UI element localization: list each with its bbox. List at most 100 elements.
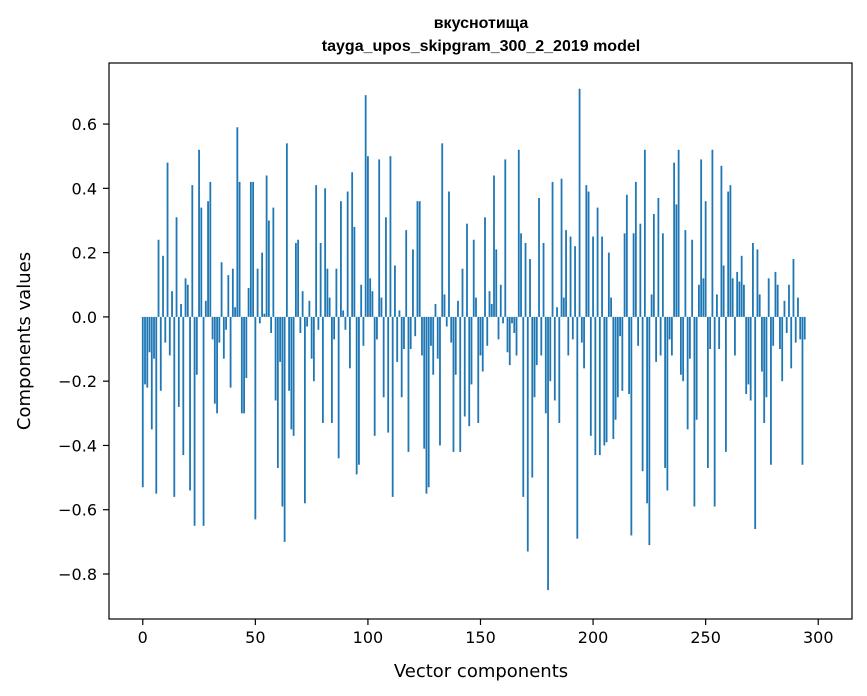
bar-186 xyxy=(560,178,563,317)
bar-47 xyxy=(247,287,250,317)
y-tick-label: 0.2 xyxy=(72,244,97,263)
bar-177 xyxy=(540,316,543,356)
bar-274 xyxy=(758,294,761,317)
bar-195 xyxy=(580,316,583,343)
x-axis-ticks: 0 50 100 150 200 250 300 xyxy=(138,619,834,647)
bar-76 xyxy=(312,316,315,382)
bar-171 xyxy=(526,316,529,552)
bar-101 xyxy=(369,278,372,317)
bar-67 xyxy=(292,316,295,436)
bar-226 xyxy=(650,294,653,317)
bar-92 xyxy=(349,316,351,369)
bar-248 xyxy=(700,159,703,317)
bar-29 xyxy=(207,201,209,317)
bar-46 xyxy=(245,316,248,378)
bar-31 xyxy=(211,316,214,340)
bar-160 xyxy=(502,316,504,324)
bar-233 xyxy=(666,316,669,491)
bar-151 xyxy=(481,316,484,372)
bar-210 xyxy=(614,316,617,420)
bar-200 xyxy=(592,236,594,317)
bar-62 xyxy=(281,316,284,507)
bar-1 xyxy=(144,316,146,385)
bar-251 xyxy=(707,316,709,468)
bar-98 xyxy=(362,316,365,346)
bar-9 xyxy=(162,255,164,317)
bar-118 xyxy=(407,316,410,452)
bar-173 xyxy=(531,316,534,478)
bar-156 xyxy=(493,175,495,317)
bar-224 xyxy=(646,316,649,504)
bar-167 xyxy=(517,149,520,317)
bar-43 xyxy=(238,181,241,317)
bar-103 xyxy=(373,316,376,436)
bar-201 xyxy=(594,316,597,456)
bar-21 xyxy=(189,316,191,491)
bar-253 xyxy=(711,149,714,317)
bar-185 xyxy=(558,316,561,423)
bar-264 xyxy=(736,271,739,317)
bar-197 xyxy=(585,185,588,317)
bar-49 xyxy=(252,181,254,317)
bar-278 xyxy=(767,278,770,317)
bar-128 xyxy=(430,316,432,346)
bar-172 xyxy=(529,259,531,317)
bar-265 xyxy=(738,281,741,317)
bar-203 xyxy=(598,316,601,456)
bar-95 xyxy=(355,316,358,475)
bar-53 xyxy=(261,252,263,317)
x-tick-label: 250 xyxy=(690,628,721,647)
bar-74 xyxy=(308,300,311,317)
bar-250 xyxy=(704,201,707,317)
bar-60 xyxy=(276,316,279,468)
bar-13 xyxy=(171,291,173,317)
bar-242 xyxy=(686,316,689,430)
bar-10 xyxy=(164,316,167,343)
bar-19 xyxy=(184,278,187,317)
bar-40 xyxy=(231,268,234,317)
bar-294 xyxy=(803,316,806,340)
x-axis-label: Vector components xyxy=(394,661,568,682)
bar-48 xyxy=(249,181,252,317)
bar-45 xyxy=(243,316,245,414)
bar-222 xyxy=(641,316,644,472)
bar-235 xyxy=(670,316,673,356)
bar-246 xyxy=(695,316,698,420)
bar-187 xyxy=(562,297,565,317)
bar-85 xyxy=(333,316,336,340)
bar-55 xyxy=(265,175,268,317)
bar-258 xyxy=(722,265,725,317)
bar-41 xyxy=(234,307,236,317)
bar-111 xyxy=(391,316,394,497)
bar-18 xyxy=(182,316,185,456)
bar-218 xyxy=(632,233,635,317)
bar-155 xyxy=(490,304,493,317)
bar-129 xyxy=(432,316,435,375)
bar-22 xyxy=(191,185,194,317)
bar-237 xyxy=(675,204,678,317)
y-axis-ticks: −0.8 −0.6 −0.4 −0.2 0.0 0.2 0.4 0.6 xyxy=(58,115,109,584)
x-tick-label: 0 xyxy=(138,628,148,647)
bar-68 xyxy=(294,242,297,317)
bar-182 xyxy=(551,181,554,317)
bar-259 xyxy=(725,316,727,452)
bar-236 xyxy=(673,162,676,317)
x-tick-label: 200 xyxy=(578,628,609,647)
bar-114 xyxy=(398,310,401,317)
bar-234 xyxy=(668,316,671,340)
bar-59 xyxy=(274,316,277,401)
bar-254 xyxy=(713,316,716,507)
bar-244 xyxy=(691,239,694,317)
bar-117 xyxy=(405,230,408,317)
bar-183 xyxy=(553,316,556,401)
bar-109 xyxy=(387,316,390,433)
y-axis-label: Components values xyxy=(14,252,35,430)
y-tick-label: −0.8 xyxy=(58,565,97,584)
bar-100 xyxy=(367,156,369,317)
bar-175 xyxy=(535,316,538,366)
bar-27 xyxy=(202,316,205,526)
bar-24 xyxy=(195,316,198,375)
bar-170 xyxy=(524,242,527,317)
bar-263 xyxy=(734,316,736,356)
bar-257 xyxy=(720,165,723,317)
